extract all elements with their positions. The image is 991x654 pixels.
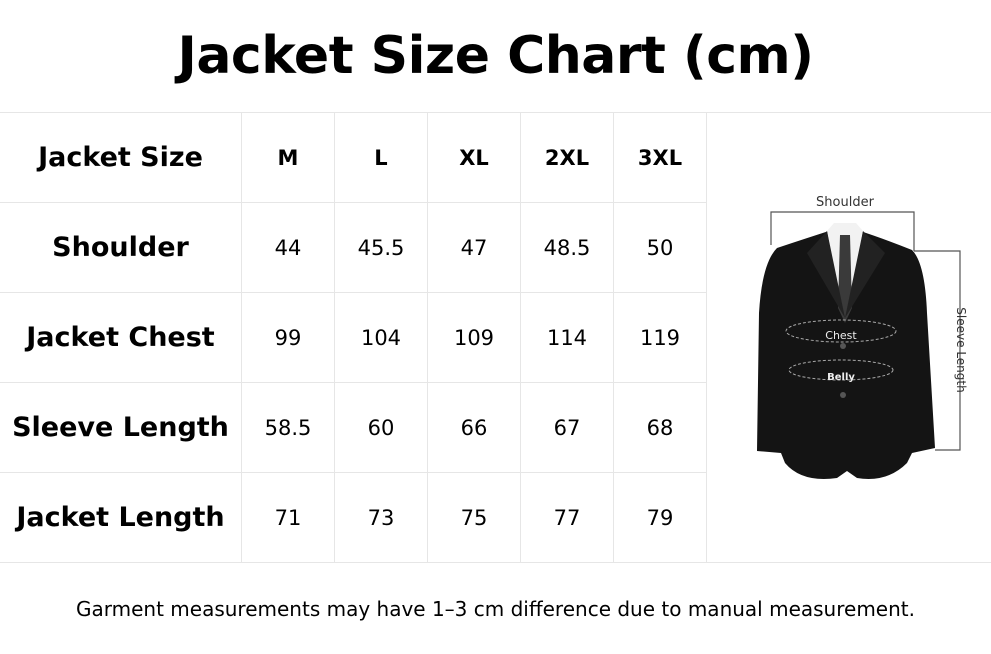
table-cell: 75 (428, 473, 521, 563)
table-cell: 77 (521, 473, 614, 563)
shoulder-label: Shoulder (816, 195, 875, 210)
table-cell: 99 (242, 293, 335, 383)
table-cell: 50 (614, 203, 707, 293)
sleeve-length-label: Sleeve Length (954, 307, 968, 392)
table-cell: 67 (521, 383, 614, 473)
jacket-illustration: Shoulder Chest Belly Sleeve Length (707, 113, 991, 563)
table-cell: 114 (521, 293, 614, 383)
table-cell: 68 (614, 383, 707, 473)
row-label: Jacket Chest (0, 293, 242, 383)
table-cell: 66 (428, 383, 521, 473)
size-table: Shoulder Chest Belly Sleeve Length Jacke… (0, 113, 991, 563)
size-header: L (335, 113, 428, 203)
size-header: XL (428, 113, 521, 203)
size-header: 2XL (521, 113, 614, 203)
chest-label: Chest (825, 329, 857, 342)
page-title: Jacket Size Chart (cm) (0, 0, 991, 113)
table-cell: 58.5 (242, 383, 335, 473)
size-header: M (242, 113, 335, 203)
table-cell: 45.5 (335, 203, 428, 293)
table-cell: 71 (242, 473, 335, 563)
table-cell: 73 (335, 473, 428, 563)
table-cell: 104 (335, 293, 428, 383)
table-cell: 79 (614, 473, 707, 563)
header-label: Jacket Size (0, 113, 242, 203)
row-label: Shoulder (0, 203, 242, 293)
belly-label: Belly (827, 372, 855, 383)
size-header: 3XL (614, 113, 707, 203)
measurement-note: Garment measurements may have 1–3 cm dif… (76, 596, 915, 621)
row-label: Jacket Length (0, 473, 242, 563)
table-cell: 119 (614, 293, 707, 383)
row-label: Sleeve Length (0, 383, 242, 473)
table-cell: 60 (335, 383, 428, 473)
table-cell: 47 (428, 203, 521, 293)
table-cell: 44 (242, 203, 335, 293)
table-cell: 109 (428, 293, 521, 383)
table-cell: 48.5 (521, 203, 614, 293)
